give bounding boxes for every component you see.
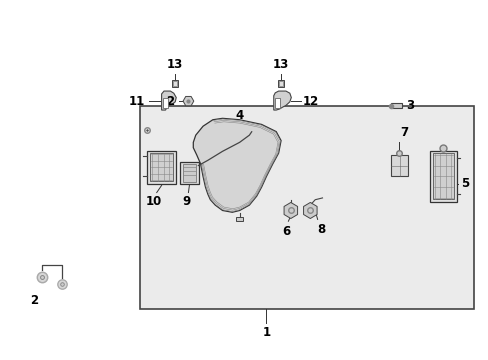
Polygon shape <box>303 202 316 219</box>
Bar <box>172 80 178 87</box>
Bar <box>390 155 407 176</box>
Text: 13: 13 <box>167 58 183 71</box>
Bar <box>140 107 473 309</box>
Text: 10: 10 <box>146 195 162 208</box>
Bar <box>275 98 280 108</box>
Bar <box>150 153 173 181</box>
Bar <box>432 153 453 199</box>
Polygon shape <box>273 91 291 110</box>
Text: 8: 8 <box>317 223 325 236</box>
Text: 2: 2 <box>165 95 173 108</box>
Bar <box>278 81 282 86</box>
Text: 4: 4 <box>235 109 243 122</box>
Bar <box>180 162 198 184</box>
Bar <box>236 217 243 221</box>
Bar <box>429 151 456 202</box>
Polygon shape <box>284 202 297 219</box>
Bar <box>182 164 196 182</box>
Bar <box>277 80 283 87</box>
Polygon shape <box>161 91 176 110</box>
Polygon shape <box>183 96 193 106</box>
Text: 13: 13 <box>272 58 288 71</box>
Text: 3: 3 <box>406 99 414 112</box>
Text: 5: 5 <box>461 177 469 190</box>
Text: 7: 7 <box>400 126 408 139</box>
Text: 6: 6 <box>281 225 289 238</box>
Polygon shape <box>193 118 281 212</box>
Bar <box>173 81 177 86</box>
Text: 9: 9 <box>183 195 191 208</box>
Text: 11: 11 <box>128 95 145 108</box>
Text: 2: 2 <box>30 294 38 307</box>
Bar <box>390 103 401 108</box>
Bar <box>147 151 176 184</box>
Text: 1: 1 <box>262 326 270 339</box>
Text: 12: 12 <box>303 95 319 108</box>
Bar <box>163 98 167 108</box>
